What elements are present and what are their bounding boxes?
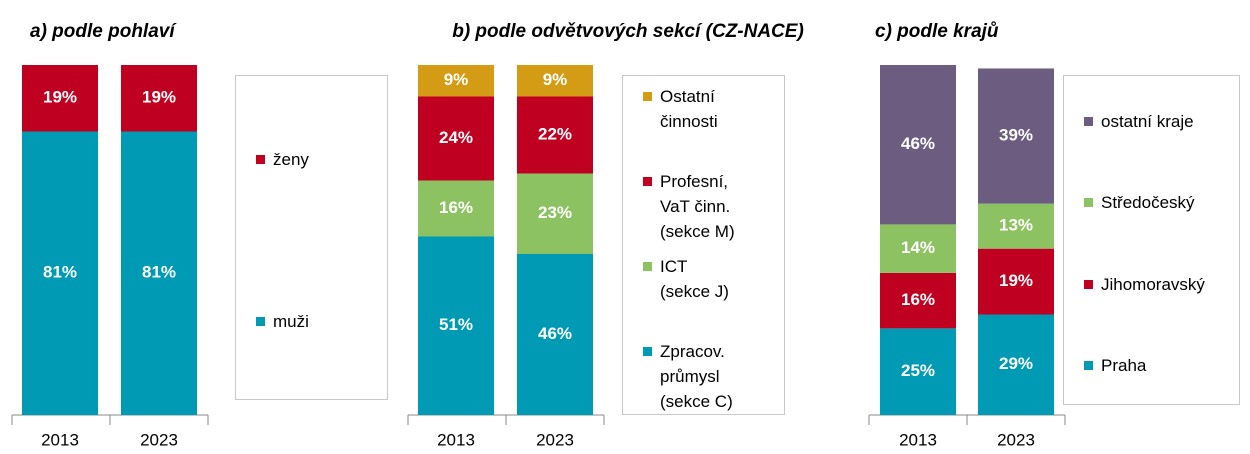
legend-label: ICT (sekce J) xyxy=(660,257,729,301)
bar-segment xyxy=(517,65,593,97)
panel-title: a) podle pohlaví xyxy=(30,21,177,42)
legend-label: Středočeský xyxy=(1101,193,1195,212)
bar-segment xyxy=(22,65,98,132)
data-label: 51% xyxy=(439,315,473,334)
data-label: 29% xyxy=(999,354,1033,373)
bar-segment xyxy=(418,236,494,415)
data-label: 25% xyxy=(901,361,935,380)
bar-segment xyxy=(978,68,1054,204)
bar-segment xyxy=(978,203,1054,249)
legend-label: Zpracov. průmysl (sekce C) xyxy=(660,342,733,411)
legend-swatch xyxy=(643,347,652,356)
x-tick-label: 2023 xyxy=(997,430,1035,449)
x-tick-label: 2013 xyxy=(437,430,475,449)
legend-label: Praha xyxy=(1101,356,1147,375)
legend-swatch xyxy=(1084,361,1093,370)
legend-swatch xyxy=(1084,280,1093,289)
data-label: 19% xyxy=(999,271,1033,290)
data-label: 9% xyxy=(444,70,469,89)
data-label: 22% xyxy=(538,124,572,143)
x-tick-label: 2013 xyxy=(41,430,79,449)
bar-segment xyxy=(880,328,956,415)
bar-segment xyxy=(418,96,494,181)
legend-swatch xyxy=(643,262,652,271)
data-label: 9% xyxy=(543,70,568,89)
data-label: 81% xyxy=(43,263,77,282)
legend-label: Profesní, VaT činn. (sekce M) xyxy=(660,172,735,241)
bar-segment xyxy=(418,65,494,97)
bar-segment xyxy=(978,248,1054,315)
bar-segment xyxy=(22,131,98,415)
legend-swatch xyxy=(643,92,652,101)
data-label: 19% xyxy=(142,88,176,107)
bar-segment xyxy=(880,65,956,225)
data-label: 81% xyxy=(142,263,176,282)
data-label: 46% xyxy=(901,134,935,153)
data-label: 39% xyxy=(999,126,1033,145)
bar-segment xyxy=(517,96,593,174)
bar-segment xyxy=(121,131,197,415)
x-tick-label: 2013 xyxy=(899,430,937,449)
bar-segment xyxy=(121,65,197,132)
x-tick-label: 2023 xyxy=(536,430,574,449)
data-label: 14% xyxy=(901,238,935,257)
legend-label: muži xyxy=(273,312,309,331)
panel-title: b) podle odvětvových sekcí (CZ-NACE) xyxy=(452,21,804,42)
legend-swatch xyxy=(256,317,265,326)
bar-segment xyxy=(880,272,956,329)
legend xyxy=(1063,75,1240,405)
x-tick-label: 2023 xyxy=(140,430,178,449)
bar-segment xyxy=(517,254,593,415)
data-label: 23% xyxy=(538,203,572,222)
legend xyxy=(235,75,388,400)
legend-swatch xyxy=(256,155,265,164)
legend-swatch xyxy=(1084,198,1093,207)
data-label: 13% xyxy=(999,216,1033,235)
bar-segment xyxy=(880,224,956,273)
legend-swatch xyxy=(643,177,652,186)
bar-segment xyxy=(978,314,1054,415)
bar-segment xyxy=(517,173,593,254)
legend-label: Jihomoravský xyxy=(1101,275,1205,294)
legend-label: Ostatní činnosti xyxy=(660,87,718,131)
data-label: 16% xyxy=(439,198,473,217)
legend xyxy=(622,75,785,415)
panel-title: c) podle krajů xyxy=(875,21,999,42)
data-label: 19% xyxy=(43,88,77,107)
data-label: 16% xyxy=(901,290,935,309)
data-label: 24% xyxy=(439,128,473,147)
legend-swatch xyxy=(1084,117,1093,126)
bar-segment xyxy=(418,180,494,237)
legend-label: ženy xyxy=(273,150,309,169)
legend-label: ostatní kraje xyxy=(1101,112,1194,131)
data-label: 46% xyxy=(538,324,572,343)
